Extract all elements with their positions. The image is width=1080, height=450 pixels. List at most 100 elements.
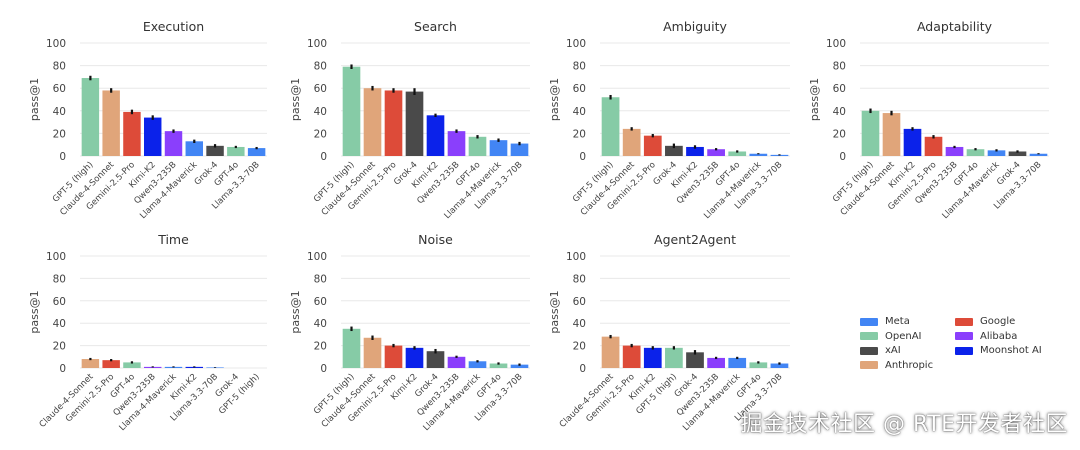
y-tick-label: 0	[320, 151, 327, 163]
bar	[686, 146, 704, 156]
bar	[81, 359, 100, 368]
legend-item: Moonshot AI	[955, 345, 1042, 356]
y-tick-label: 60	[53, 83, 66, 95]
bar	[342, 328, 361, 368]
bar	[622, 128, 641, 156]
bar	[247, 148, 266, 156]
bar	[123, 362, 141, 368]
legend-item: xAI	[860, 345, 901, 356]
y-tick-label: 20	[314, 128, 327, 140]
y-tick-label: 20	[53, 128, 66, 140]
chart-title: Search	[414, 19, 457, 34]
y-tick-label: 80	[314, 61, 327, 73]
bar	[206, 145, 224, 156]
bar	[749, 362, 768, 368]
chart-title: Time	[157, 232, 189, 247]
y-axis-label: pass@1	[548, 290, 561, 333]
y-tick-label: 100	[307, 251, 327, 263]
y-tick-label: 40	[573, 106, 586, 118]
bar	[643, 347, 662, 368]
y-axis-label: pass@1	[808, 78, 821, 121]
y-tick-label: 80	[573, 273, 586, 285]
bar	[489, 363, 508, 368]
bar	[510, 143, 529, 156]
y-tick-label: 20	[53, 341, 66, 353]
y-tick-label: 40	[573, 318, 586, 330]
bar	[861, 110, 880, 156]
bar	[882, 113, 901, 156]
bar	[707, 357, 725, 368]
y-tick-label: 20	[573, 341, 586, 353]
chart-panel-agent2agent: 020406080100Agent2Agentpass@1Claude-4-So…	[548, 232, 790, 433]
bar	[123, 111, 141, 156]
bar	[81, 78, 100, 156]
bar	[643, 135, 662, 156]
watermark: 掘金技术社区 @ RTE开发者社区	[740, 412, 1068, 437]
chart-title: Noise	[418, 232, 453, 247]
bar	[384, 345, 403, 368]
bar	[728, 151, 747, 156]
bar	[601, 97, 620, 156]
bar	[622, 345, 641, 368]
legend-swatch	[955, 332, 973, 340]
bar	[966, 149, 985, 156]
legend-swatch	[955, 317, 973, 326]
y-tick-label: 80	[314, 273, 327, 285]
y-tick-label: 0	[59, 363, 66, 375]
bar	[164, 131, 183, 156]
bar	[363, 88, 382, 156]
y-tick-label: 60	[833, 83, 846, 95]
legend-label: Alibaba	[980, 330, 1018, 342]
bar	[665, 145, 683, 156]
y-axis-label: pass@1	[289, 290, 302, 333]
y-tick-label: 0	[320, 363, 327, 375]
y-tick-label: 60	[573, 83, 586, 95]
legend-item: Google	[955, 316, 1015, 327]
y-tick-label: 80	[573, 61, 586, 73]
y-tick-label: 0	[579, 151, 586, 163]
bar	[102, 360, 120, 368]
chart-title: Adaptability	[917, 19, 993, 34]
bar	[987, 150, 1006, 156]
legend-label: Moonshot AI	[980, 345, 1042, 356]
y-tick-label: 40	[53, 318, 66, 330]
chart-title: Agent2Agent	[654, 232, 736, 247]
y-tick-label: 60	[53, 296, 66, 308]
chart-title: Ambiguity	[663, 19, 727, 34]
y-tick-label: 80	[53, 273, 66, 285]
bar	[468, 136, 487, 156]
legend-label: Google	[980, 316, 1016, 327]
bar	[1029, 153, 1048, 156]
bar	[102, 90, 120, 156]
legend-swatch	[860, 332, 878, 340]
y-axis-label: pass@1	[28, 78, 41, 121]
bar	[185, 141, 204, 156]
y-tick-label: 40	[314, 106, 327, 118]
legend-swatch	[860, 361, 878, 369]
chart-panel-time: 020406080100Timepass@1Claude-4-SonnetGem…	[28, 232, 267, 433]
bar	[489, 140, 508, 156]
y-tick-label: 100	[566, 38, 586, 50]
bar	[384, 90, 403, 156]
bar	[447, 356, 466, 368]
y-tick-label: 100	[826, 38, 846, 50]
y-tick-label: 60	[314, 83, 327, 95]
y-tick-label: 100	[46, 251, 66, 263]
y-tick-label: 60	[314, 296, 327, 308]
bar	[447, 131, 466, 156]
y-axis-label: pass@1	[548, 78, 561, 121]
bar	[510, 364, 529, 368]
bar	[426, 115, 445, 156]
y-tick-label: 20	[573, 128, 586, 140]
legend-label: xAI	[885, 345, 901, 356]
bar	[601, 336, 620, 368]
bar	[143, 117, 162, 156]
chart-title: Execution	[143, 19, 204, 34]
legend-label: Meta	[885, 316, 910, 327]
bar	[924, 136, 943, 156]
bar	[728, 357, 747, 368]
bar	[749, 153, 768, 156]
